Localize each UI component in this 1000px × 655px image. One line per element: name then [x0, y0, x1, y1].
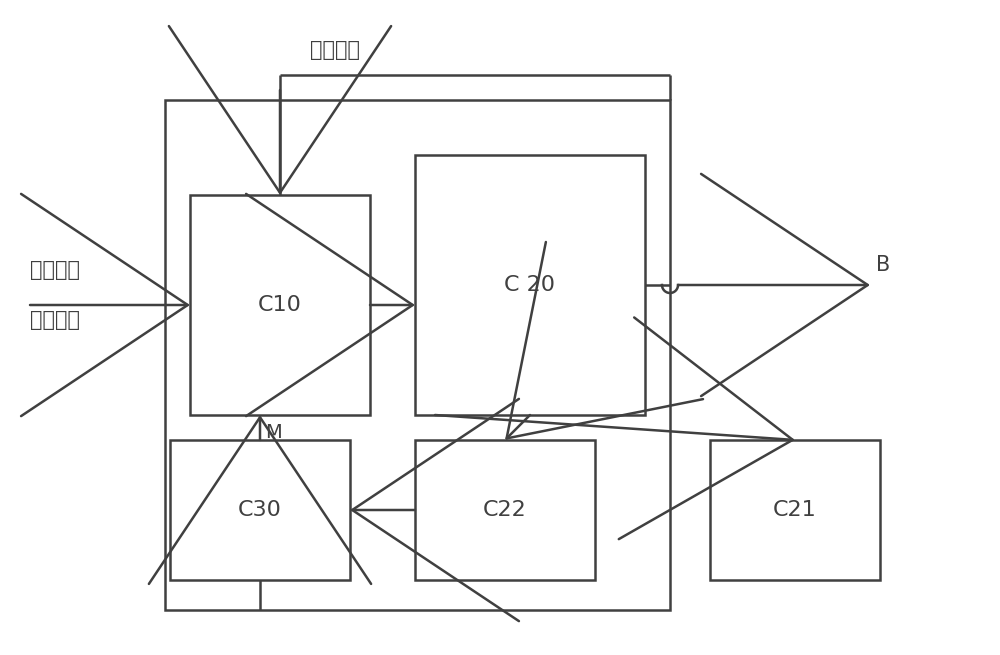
- Bar: [165, 100, 670, 610]
- Text: 浸取清液: 浸取清液: [30, 310, 80, 330]
- Text: C22: C22: [483, 500, 527, 520]
- Text: C30: C30: [238, 500, 282, 520]
- Text: B: B: [876, 255, 890, 275]
- Text: C10: C10: [258, 295, 302, 315]
- Bar: [710, 440, 880, 580]
- Bar: [415, 155, 645, 415]
- Text: M: M: [265, 423, 282, 442]
- Text: C 20: C 20: [505, 275, 556, 295]
- Text: C21: C21: [773, 500, 817, 520]
- Bar: [170, 440, 350, 580]
- Bar: [415, 440, 595, 580]
- Text: 钒镁离子: 钒镁离子: [30, 260, 80, 280]
- Text: 气体通入: 气体通入: [310, 40, 360, 60]
- Bar: [190, 195, 370, 415]
